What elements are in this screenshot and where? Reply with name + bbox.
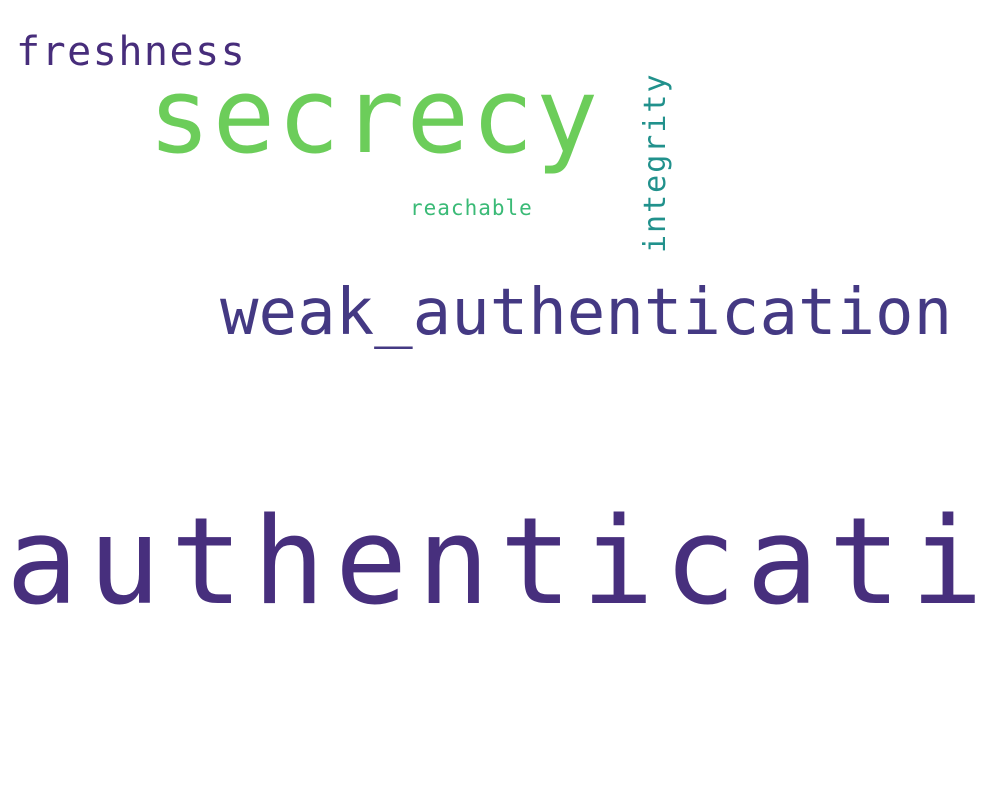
- word-integrity: integrity: [638, 72, 673, 253]
- word-weak-authentication: weak_authentication: [220, 276, 953, 350]
- word-freshness: freshness: [16, 29, 247, 75]
- word-authentication: authentication: [6, 493, 1000, 632]
- word-reachable: reachable: [410, 196, 533, 220]
- word-secrecy: secrecy: [148, 55, 601, 177]
